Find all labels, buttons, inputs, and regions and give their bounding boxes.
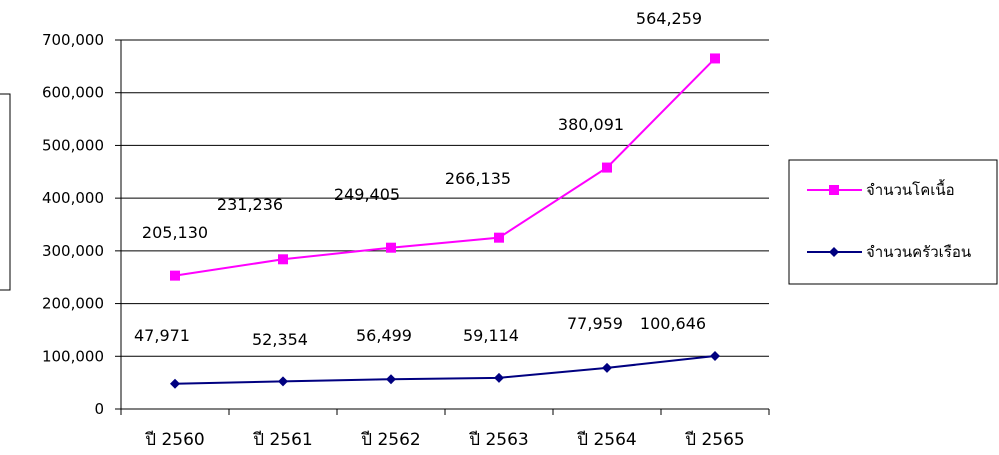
series-line: [174, 57, 716, 277]
legend-label: จำนวนโคเนื้อ: [866, 179, 955, 199]
data-label: 59,114: [463, 326, 519, 345]
data-label: 100,646: [640, 314, 706, 333]
y-tick-label: 200,000: [42, 295, 104, 313]
y-tick-label: 0: [94, 400, 104, 418]
axes: [115, 39, 770, 415]
diamond-marker: [494, 372, 504, 383]
square-marker: [710, 53, 720, 64]
data-label: 564,259: [636, 9, 702, 28]
left-frame-fragment: [0, 93, 11, 291]
legend-box: [788, 159, 998, 285]
x-tick-label: ปี 2562: [360, 430, 420, 450]
data-label: 52,354: [252, 330, 308, 349]
data-label: 249,405: [334, 185, 400, 204]
data-label: 77,959: [567, 314, 623, 333]
data-label: 47,971: [134, 326, 190, 345]
x-axis-ticks: ปี 2560 ปี 2561 ปี 2562 ปี 2563 ปี 2564 ปี 25…: [144, 430, 744, 450]
y-tick-label: 700,000: [42, 31, 104, 49]
data-labels: 205,130 231,236 249,405 266,135 380,091 564,2…: [134, 9, 706, 349]
y-tick-label: 300,000: [42, 242, 104, 260]
square-marker: [170, 270, 180, 281]
y-tick-label: 600,000: [42, 84, 104, 102]
y-tick-label: 400,000: [42, 189, 104, 207]
series-markers: [170, 53, 720, 389]
x-tick-label: ปี 2564: [576, 430, 636, 450]
diamond-marker: [278, 376, 288, 387]
x-tick-label: ปี 2560: [144, 430, 204, 450]
square-marker: [278, 254, 288, 265]
diamond-marker: [386, 374, 396, 385]
data-label: 56,499: [356, 326, 412, 345]
legend-diamond-marker: [829, 247, 839, 257]
square-marker: [386, 242, 396, 253]
y-tick-label: 500,000: [42, 136, 104, 154]
y-tick-label: 100,000: [42, 347, 104, 365]
y-axis-ticks: 0 100,000 200,000 300,000 400,000 500,000 600,…: [42, 31, 104, 418]
square-marker: [602, 162, 612, 173]
diamond-marker: [170, 378, 180, 389]
gridlines: [121, 39, 769, 357]
series-line: [174, 354, 716, 385]
x-tick-label: ปี 2565: [684, 430, 744, 450]
legend-label: จำนวนครัวเรือน: [866, 243, 971, 261]
data-label: 266,135: [445, 169, 511, 188]
legend: จำนวนโคเนื้อจำนวนครัวเรือน: [788, 159, 998, 285]
square-marker: [494, 232, 504, 243]
data-label: 380,091: [558, 115, 624, 134]
series-lines: [174, 57, 716, 385]
data-label: 231,236: [217, 195, 283, 214]
diamond-marker: [602, 362, 612, 373]
data-label: 205,130: [142, 223, 208, 242]
legend-square-marker: [829, 185, 839, 195]
diamond-marker: [710, 350, 720, 361]
x-tick-label: ปี 2563: [468, 430, 528, 450]
x-tick-label: ปี 2561: [252, 430, 312, 450]
